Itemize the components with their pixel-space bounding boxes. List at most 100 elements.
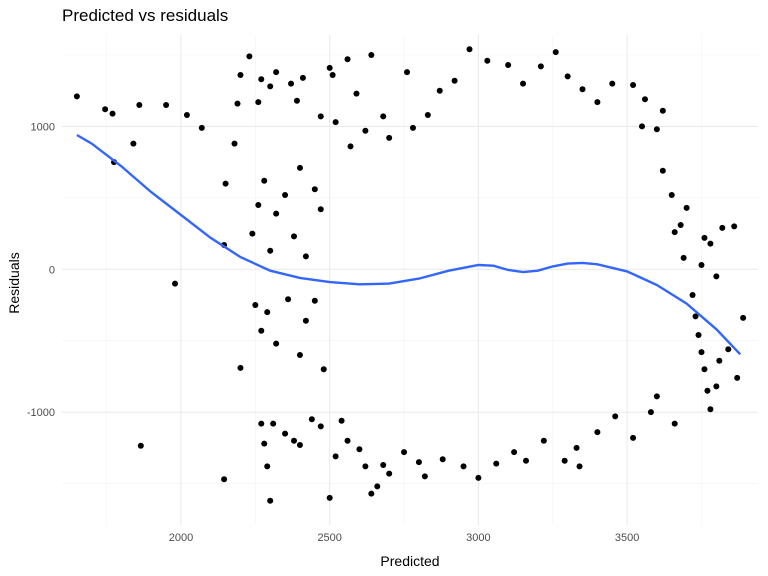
data-point	[293, 97, 300, 104]
data-point	[163, 102, 170, 108]
data-point	[237, 364, 244, 371]
data-point	[415, 459, 422, 466]
data-point	[374, 483, 381, 490]
x-tick-label: 3000	[466, 532, 490, 544]
data-point	[285, 296, 292, 303]
data-point	[719, 224, 726, 231]
data-point	[475, 474, 482, 481]
y-tick-label: 0	[49, 264, 55, 276]
data-point	[680, 254, 687, 261]
data-point	[436, 87, 443, 94]
data-point	[386, 134, 393, 141]
data-point	[326, 494, 333, 501]
data-point	[523, 457, 529, 464]
data-point	[252, 302, 259, 308]
data-point	[380, 462, 387, 468]
data-point	[653, 393, 660, 400]
data-point	[332, 453, 339, 460]
data-point	[198, 124, 205, 131]
data-point	[311, 297, 318, 304]
data-points	[73, 46, 747, 504]
data-point	[409, 124, 416, 131]
data-point	[326, 64, 333, 71]
data-point	[380, 113, 387, 120]
data-point	[641, 96, 648, 103]
y-tick-label: -1000	[27, 407, 55, 419]
data-point	[308, 416, 315, 423]
x-tick-label: 2500	[317, 532, 341, 544]
data-point	[701, 366, 708, 373]
y-tick-labels: -1000 0 1000	[27, 121, 55, 419]
data-point	[520, 80, 527, 87]
data-point	[484, 57, 491, 64]
data-point	[659, 167, 666, 174]
data-point	[511, 449, 518, 456]
data-point	[317, 206, 324, 213]
data-point	[659, 107, 666, 114]
data-point	[677, 222, 684, 228]
data-point	[466, 46, 473, 53]
data-point	[255, 99, 262, 106]
data-point	[401, 449, 408, 456]
data-point	[692, 313, 699, 320]
data-point	[234, 100, 241, 107]
data-point	[609, 80, 616, 87]
data-point	[630, 434, 637, 441]
data-point	[362, 463, 369, 470]
data-point	[344, 56, 351, 63]
data-point	[552, 49, 559, 56]
data-point	[73, 93, 80, 100]
data-point	[172, 280, 179, 287]
data-point	[329, 72, 336, 78]
x-tick-labels: 2000 2500 3000 3500	[169, 532, 640, 544]
data-point	[368, 52, 375, 58]
data-point	[267, 247, 274, 254]
data-point	[282, 192, 289, 198]
grid-lines	[62, 35, 758, 525]
data-point	[421, 473, 428, 480]
data-point	[671, 420, 678, 427]
data-point	[273, 69, 280, 76]
data-point	[338, 417, 345, 424]
data-point	[561, 457, 568, 464]
data-point	[734, 374, 741, 381]
data-point	[594, 429, 601, 436]
data-point	[317, 423, 324, 430]
data-point	[264, 463, 271, 470]
data-point	[668, 192, 675, 198]
data-point	[707, 406, 714, 413]
data-point	[261, 440, 268, 447]
data-point	[698, 262, 705, 268]
data-point	[731, 223, 738, 230]
data-point	[109, 110, 116, 117]
data-point	[246, 53, 253, 60]
data-point	[573, 444, 580, 451]
data-point	[356, 446, 363, 453]
data-point	[237, 72, 244, 78]
data-point	[296, 164, 303, 171]
data-point	[299, 74, 306, 81]
data-point	[231, 140, 238, 147]
data-point	[683, 204, 690, 211]
data-point	[713, 383, 720, 390]
data-point	[576, 463, 583, 470]
data-point	[221, 476, 228, 483]
data-point	[704, 387, 711, 394]
data-point	[451, 77, 458, 84]
data-point	[647, 409, 654, 416]
data-point	[137, 442, 144, 449]
data-point	[439, 456, 446, 463]
data-point	[347, 143, 354, 150]
data-point	[255, 202, 262, 208]
data-point	[222, 180, 229, 187]
data-point	[258, 76, 265, 83]
data-point	[320, 366, 327, 373]
data-point	[296, 352, 303, 358]
data-point	[386, 470, 393, 477]
data-point	[102, 106, 109, 113]
data-point	[344, 437, 351, 444]
data-point	[701, 234, 708, 241]
data-point	[130, 140, 137, 147]
x-tick-label: 2000	[169, 532, 193, 544]
data-point	[302, 253, 309, 260]
